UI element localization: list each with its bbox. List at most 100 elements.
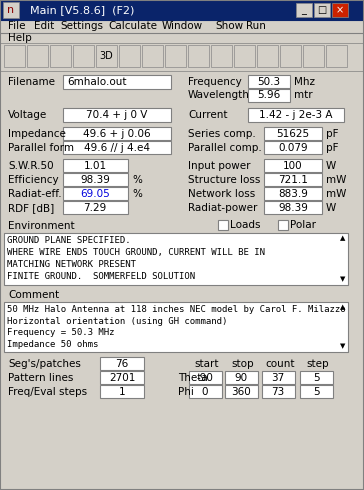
Bar	[278, 220, 288, 230]
Text: ▼: ▼	[340, 276, 345, 283]
Text: Freq/Eval steps: Freq/Eval steps	[8, 387, 87, 397]
Bar	[248, 108, 344, 122]
Bar	[165, 45, 186, 67]
Bar	[189, 371, 222, 384]
Bar	[303, 45, 324, 67]
Text: Help: Help	[8, 33, 32, 43]
Text: Seg's/patches: Seg's/patches	[8, 359, 81, 369]
Text: S.W.R.50: S.W.R.50	[8, 161, 54, 171]
Bar	[262, 371, 295, 384]
Text: 2701: 2701	[109, 372, 135, 383]
Text: 1.01: 1.01	[83, 161, 107, 171]
Bar	[332, 3, 348, 17]
Text: 98.39: 98.39	[80, 174, 110, 185]
Text: 90: 90	[234, 372, 248, 383]
Text: Horizontal orientation (using GH command): Horizontal orientation (using GH command…	[7, 317, 228, 325]
Text: -90: -90	[197, 372, 213, 383]
Bar	[211, 45, 232, 67]
Text: 883.9: 883.9	[278, 189, 308, 198]
Text: Environment: Environment	[8, 221, 75, 231]
Bar	[337, 274, 348, 285]
Text: □: □	[317, 5, 327, 15]
Bar	[257, 45, 278, 67]
Bar	[63, 127, 171, 140]
Bar	[63, 108, 171, 122]
Text: Polar: Polar	[290, 220, 316, 230]
Bar	[96, 45, 117, 67]
Bar	[0, 0, 364, 20]
Bar	[142, 45, 163, 67]
Text: 50 MHz Halo Antenna at 118 inches NEC model by Carol F. Milazzo: 50 MHz Halo Antenna at 118 inches NEC mo…	[7, 305, 346, 314]
Text: W: W	[326, 161, 336, 171]
Text: ▲: ▲	[340, 304, 345, 311]
Text: Wavelength: Wavelength	[188, 90, 250, 100]
Text: 70.4 + j 0 V: 70.4 + j 0 V	[86, 110, 148, 120]
Text: 51625: 51625	[276, 128, 309, 139]
Text: 0.079: 0.079	[278, 143, 308, 152]
Text: 6mhalo.out: 6mhalo.out	[67, 77, 127, 87]
Text: %: %	[132, 174, 142, 185]
Bar	[63, 201, 128, 214]
Bar	[100, 357, 144, 370]
Text: Input power: Input power	[188, 161, 250, 171]
Bar	[0, 43, 364, 71]
Text: Phi: Phi	[178, 387, 194, 396]
Bar	[100, 371, 144, 384]
Bar	[63, 141, 171, 154]
Bar	[264, 201, 322, 214]
Text: %: %	[132, 189, 142, 198]
Bar	[296, 3, 312, 17]
Text: 49.6 + j 0.06: 49.6 + j 0.06	[83, 128, 151, 139]
Bar	[0, 20, 364, 33]
Bar	[264, 127, 322, 140]
Bar	[188, 45, 209, 67]
Text: Frequency: Frequency	[188, 77, 242, 87]
Bar	[3, 2, 19, 18]
Bar	[119, 45, 140, 67]
Bar	[337, 302, 348, 313]
Text: RDF [dB]: RDF [dB]	[8, 203, 54, 213]
Bar	[4, 45, 25, 67]
Text: Parallel comp.: Parallel comp.	[188, 143, 262, 153]
Text: Run: Run	[246, 21, 266, 31]
Bar	[262, 385, 295, 398]
Text: Comment: Comment	[8, 290, 59, 300]
Text: mtr: mtr	[294, 90, 313, 100]
Bar	[337, 233, 348, 244]
Text: Main [V5.8.6]  (F2): Main [V5.8.6] (F2)	[30, 5, 134, 15]
Bar	[300, 385, 333, 398]
Text: 5.96: 5.96	[257, 90, 281, 100]
Text: Mhz: Mhz	[294, 77, 315, 87]
Bar	[63, 173, 128, 186]
Text: 1: 1	[119, 387, 125, 396]
Text: 360: 360	[231, 387, 251, 396]
Text: 3D: 3D	[99, 51, 113, 61]
Text: Series comp.: Series comp.	[188, 129, 256, 139]
Bar	[264, 141, 322, 154]
Text: Structure loss: Structure loss	[188, 175, 260, 185]
Bar	[264, 159, 322, 172]
Text: 0: 0	[202, 387, 208, 396]
Text: File: File	[8, 21, 25, 31]
Text: 5: 5	[313, 387, 319, 396]
Text: Impedance 50 ohms: Impedance 50 ohms	[7, 340, 98, 348]
Text: 73: 73	[272, 387, 285, 396]
Text: Show: Show	[215, 21, 243, 31]
Text: Voltage: Voltage	[8, 110, 47, 120]
Text: mW: mW	[326, 174, 347, 185]
Bar	[4, 302, 348, 352]
Text: 100: 100	[283, 161, 303, 171]
Text: n: n	[7, 5, 15, 15]
Text: Loads: Loads	[230, 220, 261, 230]
Bar	[63, 159, 128, 172]
Text: count: count	[265, 359, 295, 369]
Text: Pattern lines: Pattern lines	[8, 373, 74, 383]
Bar	[248, 89, 290, 102]
Bar	[337, 341, 348, 352]
Text: _: _	[301, 5, 306, 15]
Bar	[248, 75, 290, 88]
Text: Radiat-power: Radiat-power	[188, 203, 257, 213]
Bar	[300, 371, 333, 384]
Bar	[314, 3, 330, 17]
Text: W: W	[326, 202, 336, 213]
